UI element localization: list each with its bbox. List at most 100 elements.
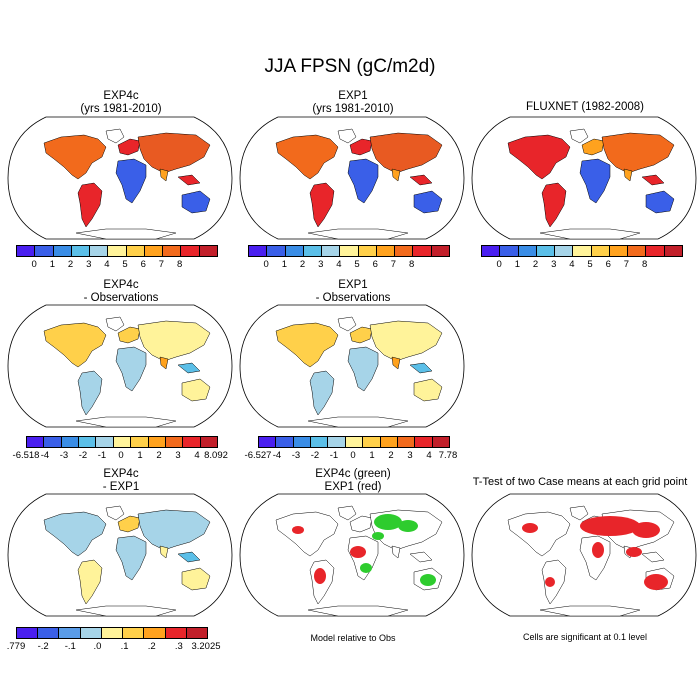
continent-eu xyxy=(117,515,141,533)
colorbar-swatch xyxy=(59,628,81,638)
continent-sea xyxy=(409,551,433,563)
note-ttest: Cells are significant at 0.1 level xyxy=(522,632,648,642)
continent-na xyxy=(43,322,107,368)
colorbar-tick-label: 3 xyxy=(86,259,92,270)
colorbar-swatch xyxy=(249,246,268,256)
colorbar-swatch xyxy=(322,246,341,256)
continent-af xyxy=(347,158,379,204)
continent-sa xyxy=(77,370,103,416)
colorbar-swatch xyxy=(183,437,201,447)
continent-as xyxy=(369,132,443,174)
colorbar-swatch xyxy=(90,246,109,256)
colorbar-swatch xyxy=(101,628,124,638)
panel-title-comparison: EXP4c (green) EXP1 (red) xyxy=(238,468,468,494)
colorbar-tick-label: 2 xyxy=(299,259,306,270)
colorbar-swatch xyxy=(126,246,145,256)
colorbar-tick-label: 4 xyxy=(194,450,200,461)
colorbar-tick-label: 3 xyxy=(551,259,557,270)
colorbar-swatch xyxy=(328,437,346,447)
colorbar-tick-label: 6 xyxy=(140,259,146,270)
colorbar-ticks-exp4c-obs: -6.518 -4 -3 -2 -1 0 1 2 3 4 8.092 xyxy=(13,450,228,462)
signal-patch xyxy=(626,547,642,557)
colorbar-swatch xyxy=(609,246,629,256)
colorbar-tick-label: -3 xyxy=(59,450,69,461)
panel-title-line2: - Observations xyxy=(315,292,391,304)
colorbar-swatch xyxy=(591,246,610,256)
colorbar-swatch xyxy=(108,246,127,256)
panel-title-exp4c-obs: EXP4c - Observations xyxy=(6,279,236,305)
colorbar-swatch xyxy=(415,437,433,447)
colorbar-tick-label: 8 xyxy=(408,259,415,270)
colorbar-swatch xyxy=(38,628,60,638)
panel-title-exp4c-exp1: EXP4c - EXP1 xyxy=(6,468,236,494)
colorbar-exp1 xyxy=(248,245,450,257)
colorbar-tick-label: 4 xyxy=(426,450,432,461)
continent-gl xyxy=(105,505,125,521)
continent-sea xyxy=(177,551,201,563)
colorbar-swatch xyxy=(395,246,414,256)
panel-title-line2: - EXP1 xyxy=(102,481,140,493)
panel-title-line1: EXP4c xyxy=(103,279,139,291)
continent-an xyxy=(307,416,409,428)
continent-an xyxy=(307,605,409,617)
colorbar-swatch xyxy=(80,628,102,638)
colorbar-tick-label: -4 xyxy=(272,450,282,461)
colorbar-tick-label: 0 xyxy=(496,259,502,270)
continent-au xyxy=(645,190,675,214)
continent-gl xyxy=(337,128,357,144)
continent-eu xyxy=(581,138,605,156)
panel-title-ttest: T-Test of two Case means at each grid po… xyxy=(461,476,699,489)
colorbar-tick-label: -3 xyxy=(291,450,301,461)
colorbar-swatch xyxy=(35,246,54,256)
signal-patch xyxy=(360,563,372,573)
colorbar-tick-label: 0 xyxy=(350,450,356,461)
continent-eu xyxy=(349,326,373,344)
colorbar-swatch xyxy=(345,437,364,447)
signal-patch xyxy=(420,574,436,586)
panel-title-exp1-obs: EXP1 - Observations xyxy=(238,279,468,305)
colorbar-tick-label: 7 xyxy=(623,259,630,270)
continent-in xyxy=(391,545,401,559)
colorbar-exp4c-exp1 xyxy=(16,627,208,639)
continent-af xyxy=(115,346,147,392)
colorbar-tick-label: 4 xyxy=(336,259,342,270)
colorbar-tick-label: 6 xyxy=(605,259,611,270)
continent-af xyxy=(579,158,611,204)
colorbar-swatch xyxy=(303,246,323,256)
colorbar-exp4c xyxy=(16,245,218,257)
colorbar-swatch xyxy=(163,246,182,256)
continent-na xyxy=(275,511,339,557)
continent-gl xyxy=(105,128,125,144)
continent-an xyxy=(75,416,177,428)
colorbar-swatch xyxy=(628,246,647,256)
colorbar-swatch xyxy=(199,246,217,256)
continent-sea xyxy=(177,362,201,374)
colorbar-swatch xyxy=(53,246,72,256)
map-fluxnet xyxy=(470,115,698,241)
colorbar-tick-label: 2 xyxy=(156,450,162,461)
signal-patch xyxy=(374,514,402,530)
map-exp4c-obs xyxy=(6,303,234,429)
colorbar-swatch xyxy=(44,437,62,447)
signal-patch xyxy=(292,526,304,534)
colorbar-tick-label: 8.092 xyxy=(204,450,228,461)
colorbar-tick-label: 5 xyxy=(122,259,128,270)
colorbar-swatch xyxy=(181,246,200,256)
continent-au xyxy=(181,190,211,214)
colorbar-swatch xyxy=(144,628,166,638)
colorbar-tick-label: -1 xyxy=(97,450,107,461)
continent-sea xyxy=(409,174,433,186)
continent-au xyxy=(413,378,443,402)
colorbar-fluxnet xyxy=(481,245,683,257)
continent-in xyxy=(391,168,401,182)
colorbar-swatch xyxy=(358,246,377,256)
colorbar-tick-label: 8 xyxy=(176,259,183,270)
continent-na xyxy=(507,511,571,557)
colorbar-swatch xyxy=(17,246,36,256)
colorbar-swatch xyxy=(311,437,329,447)
panel-title-line1: EXP4c (green) xyxy=(315,468,391,480)
colorbar-tick-label: 0 xyxy=(118,450,124,461)
colorbar-tick-label: .3 xyxy=(174,641,183,652)
